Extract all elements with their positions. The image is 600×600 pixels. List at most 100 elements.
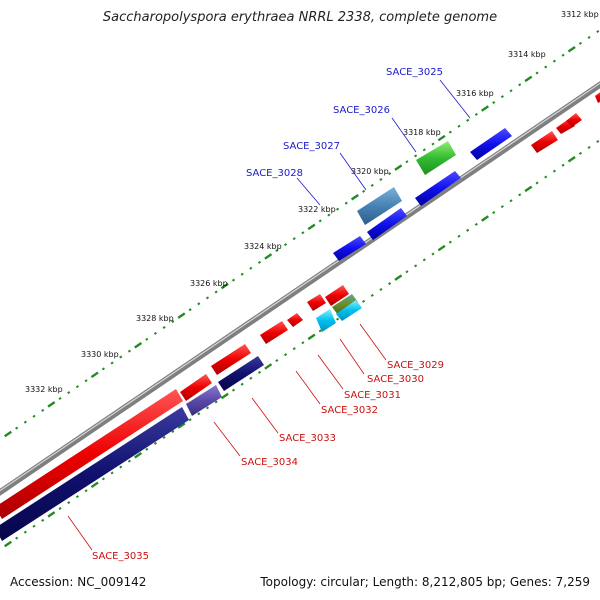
lower-ring-minor-tick <box>492 211 496 215</box>
upper-ring-major-tick <box>307 223 316 231</box>
gene-sace-3028[interactable] <box>333 236 366 261</box>
lower-ring-minor-tick <box>362 299 366 303</box>
gene-label-sace-3032[interactable]: SACE_3032 <box>321 405 378 416</box>
lower-ring-minor-tick <box>431 252 435 256</box>
lower-ring-major-tick <box>437 244 446 252</box>
upper-ring-minor-tick <box>518 83 522 87</box>
gene-label-sace-3029[interactable]: SACE_3029 <box>387 360 444 371</box>
genome-backbone <box>0 81 600 496</box>
gene-sace-3031[interactable] <box>325 285 349 306</box>
gene-label-sace-3027[interactable]: SACE_3027 <box>283 141 340 152</box>
lower-ring-major-tick <box>220 392 229 400</box>
lower-ring-major-tick <box>481 215 489 222</box>
gene-sace-3025[interactable] <box>470 128 512 160</box>
lower-ring-minor-tick <box>587 145 591 149</box>
upper-ring-major-tick <box>481 105 489 112</box>
leader-sace-3028 <box>296 177 321 206</box>
tick-label-3324: 3324 kbp <box>244 242 282 251</box>
upper-ring-minor-tick <box>171 320 175 324</box>
upper-ring-minor-tick <box>249 266 253 270</box>
lower-ring-minor-tick <box>544 175 548 179</box>
gene-unlabeled-upper-right[interactable] <box>531 90 600 153</box>
lower-ring-minor-tick <box>283 353 288 357</box>
gene-sace-3030[interactable] <box>316 309 336 332</box>
lower-ring-minor-tick <box>171 430 175 434</box>
leader-sace-3033 <box>251 397 279 434</box>
lower-ring-minor-tick <box>23 530 27 534</box>
tick-label-3320: 3320 kbp <box>351 167 389 176</box>
lower-ring-minor-tick <box>370 293 374 297</box>
upper-ring-minor-tick <box>214 290 218 294</box>
upper-ring-minor-tick <box>301 231 305 235</box>
upper-ring-minor-tick <box>492 101 496 105</box>
gene-label-sace-3025[interactable]: SACE_3025 <box>386 67 443 78</box>
lower-ring-minor-tick <box>127 459 131 463</box>
lower-ring-minor-tick <box>336 317 340 321</box>
gene-label-sace-3035[interactable]: SACE_3035 <box>92 551 149 562</box>
upper-ring-major-tick <box>90 371 99 379</box>
upper-ring-major-tick <box>177 312 186 319</box>
lower-ring-minor-tick <box>414 264 418 268</box>
lower-ring-minor-tick <box>197 412 201 416</box>
upper-ring-minor-tick <box>509 89 513 93</box>
upper-ring-major-tick <box>134 341 143 349</box>
gene-label-sace-3034[interactable]: SACE_3034 <box>241 457 298 468</box>
tick-label-3314: 3314 kbp <box>508 50 546 59</box>
leader-sace-3027 <box>339 152 367 191</box>
upper-ring-minor-tick <box>466 118 470 122</box>
upper-ring-minor-tick <box>327 213 331 217</box>
lower-ring-major-tick <box>524 185 533 193</box>
gene-sace-3032[interactable] <box>287 294 326 327</box>
upper-ring-minor-tick <box>318 219 322 223</box>
lower-ring-minor-tick <box>474 222 478 226</box>
upper-ring-minor-tick <box>535 71 539 75</box>
lower-ring-minor-tick <box>388 282 392 286</box>
lower-ring-minor-tick <box>240 382 244 386</box>
lower-ring-minor-tick <box>466 228 470 232</box>
map-title: Saccharopolyspora erythraea NRRL 2338, c… <box>102 10 498 25</box>
gene-label-sace-3026[interactable]: SACE_3026 <box>333 105 390 116</box>
upper-ring-minor-tick <box>457 124 461 128</box>
gene-sace-3029[interactable] <box>332 294 362 321</box>
upper-ring-major-tick <box>394 164 403 171</box>
lower-ring-minor-tick <box>205 406 210 410</box>
lower-ring-minor-tick <box>188 418 192 422</box>
upper-ring-major-tick <box>350 194 359 201</box>
gene-label-sace-3028[interactable]: SACE_3028 <box>246 168 303 179</box>
gene-label-sace-3030[interactable]: SACE_3030 <box>367 374 424 385</box>
gene-label-sace-3033[interactable]: SACE_3033 <box>279 433 336 444</box>
tick-ring-upper <box>4 30 600 438</box>
gene-label-sace-3031[interactable]: SACE_3031 <box>344 390 401 401</box>
upper-ring-minor-tick <box>197 302 201 306</box>
gene-sace-3027[interactable] <box>357 187 407 240</box>
gene-sace-3034[interactable] <box>180 374 222 416</box>
lower-ring-major-tick <box>134 451 143 459</box>
upper-ring-minor-tick <box>283 243 288 247</box>
lower-ring-minor-tick <box>15 536 19 540</box>
lower-ring-minor-tick <box>448 240 452 244</box>
upper-ring-minor-tick <box>500 95 504 99</box>
gene-sace-3026[interactable] <box>415 141 461 206</box>
leader-sace-3035 <box>67 515 93 551</box>
lower-ring-minor-tick <box>249 376 253 380</box>
lower-ring-minor-tick <box>58 506 62 510</box>
tick-ring-lower <box>4 140 600 548</box>
upper-ring-minor-tick <box>578 41 582 45</box>
upper-ring-minor-tick <box>110 361 114 365</box>
lower-ring-minor-tick <box>379 287 383 291</box>
upper-ring-minor-tick <box>58 396 62 400</box>
upper-ring-major-tick <box>4 430 12 438</box>
gene-sace-3035[interactable] <box>0 389 189 541</box>
lower-ring-minor-tick <box>41 518 45 522</box>
upper-ring-minor-tick <box>448 130 452 134</box>
upper-ring-minor-tick <box>257 260 262 264</box>
tick-label-3326: 3326 kbp <box>190 279 228 288</box>
gene-sace-3033[interactable] <box>211 321 288 391</box>
lower-ring-minor-tick <box>110 471 114 475</box>
lower-ring-major-tick <box>4 540 12 548</box>
lower-ring-minor-tick <box>552 169 556 173</box>
upper-ring-minor-tick <box>422 148 426 152</box>
upper-ring-minor-tick <box>15 426 19 430</box>
upper-ring-minor-tick <box>23 420 27 424</box>
leader-sace-3030 <box>339 338 365 375</box>
